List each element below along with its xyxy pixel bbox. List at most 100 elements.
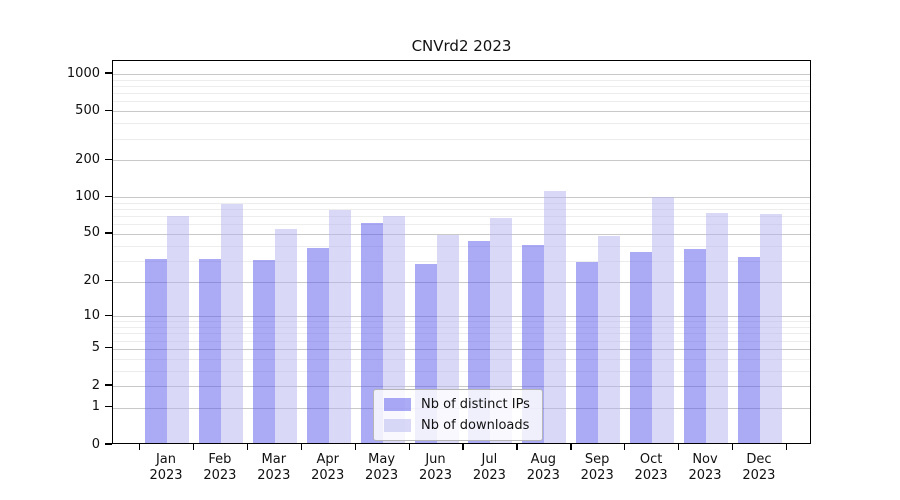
x-tick-year: 2023 xyxy=(580,468,614,483)
x-tick-month: Jun xyxy=(425,452,446,467)
x-tick-month: Apr xyxy=(316,452,339,467)
y-tick-mark xyxy=(105,195,112,197)
x-tick-label: May 2023 xyxy=(352,452,412,484)
x-tick-month: Jan xyxy=(155,452,177,467)
y-tick-mark xyxy=(105,72,112,74)
y-minor-gridline xyxy=(113,79,810,81)
x-tick-year: 2023 xyxy=(634,468,668,483)
x-tick-mark xyxy=(570,444,572,450)
bar-downloads-jan xyxy=(167,216,189,443)
x-tick-mark xyxy=(678,444,680,450)
x-tick-label: Oct 2023 xyxy=(621,452,681,484)
y-minor-gridline xyxy=(113,86,810,88)
x-tick-label: Apr 2023 xyxy=(298,452,358,484)
x-tick-label: Mar 2023 xyxy=(244,452,304,484)
legend-swatch-downloads xyxy=(384,419,411,432)
x-tick-month: May xyxy=(368,452,396,467)
x-tick-month: Aug xyxy=(530,452,556,467)
chart-title: CNVrd2 2023 xyxy=(411,37,512,55)
y-tick-label: 50 xyxy=(83,225,100,241)
y-tick-mark xyxy=(105,232,112,234)
bar-downloads-oct xyxy=(652,196,675,443)
y-tick-mark xyxy=(105,443,112,445)
y-tick-mark xyxy=(105,158,112,160)
y-minor-gridline xyxy=(113,101,810,103)
bar-downloads-apr xyxy=(328,209,351,443)
bar-distinct-ips-mar xyxy=(252,260,275,443)
bar-downloads-dec xyxy=(759,214,782,443)
bar-distinct-ips-oct xyxy=(630,252,653,443)
y-minor-gridline xyxy=(113,340,810,342)
y-tick-label: 20 xyxy=(83,273,100,289)
y-tick-mark xyxy=(105,406,112,408)
x-tick-year: 2023 xyxy=(472,468,506,483)
y-tick-mark xyxy=(105,384,112,386)
y-minor-gridline xyxy=(113,321,810,323)
bar-distinct-ips-sep xyxy=(576,262,599,443)
legend-label-distinct-ips: Nb of distinct IPs xyxy=(421,397,530,412)
y-tick-label: 100 xyxy=(75,188,100,204)
y-minor-gridline xyxy=(113,327,810,329)
x-tick-month: Mar xyxy=(261,452,287,467)
x-tick-month: Jul xyxy=(481,452,498,467)
x-tick-year: 2023 xyxy=(149,468,183,483)
y-tick-label: 10 xyxy=(83,307,100,323)
y-tick-mark xyxy=(105,347,112,349)
bar-downloads-may xyxy=(382,215,405,443)
y-tick-mark xyxy=(105,109,112,111)
y-major-gridline xyxy=(113,233,810,235)
x-tick-year: 2023 xyxy=(203,468,237,483)
y-tick-label: 1000 xyxy=(66,65,100,81)
y-minor-gridline xyxy=(113,333,810,335)
x-tick-month: Feb xyxy=(208,452,232,467)
x-tick-year: 2023 xyxy=(742,468,776,483)
y-tick-mark xyxy=(105,279,112,282)
x-tick-mark xyxy=(139,444,141,450)
y-minor-gridline xyxy=(113,209,810,211)
x-tick-mark xyxy=(624,444,626,450)
legend-item-distinct-ips: Nb of distinct IPs xyxy=(384,397,530,412)
y-tick-label: 1 xyxy=(91,399,100,415)
x-tick-mark xyxy=(731,444,734,450)
x-tick-label: Dec 2023 xyxy=(729,452,789,484)
bar-distinct-ips-may xyxy=(360,223,383,443)
y-major-gridline xyxy=(113,386,810,388)
x-tick-year: 2023 xyxy=(257,468,291,483)
y-major-gridline xyxy=(113,348,810,350)
y-minor-gridline xyxy=(113,93,810,95)
bar-downloads-sep xyxy=(598,236,621,443)
y-minor-gridline xyxy=(113,216,810,218)
x-tick-month: Nov xyxy=(692,452,718,467)
bar-distinct-ips-dec xyxy=(737,256,760,443)
x-tick-label: Jan 2023 xyxy=(136,452,196,484)
x-tick-label: Nov 2023 xyxy=(675,452,735,484)
x-tick-mark xyxy=(785,444,788,450)
y-minor-gridline xyxy=(113,123,810,125)
y-tick-mark xyxy=(105,314,112,316)
legend-item-downloads: Nb of downloads xyxy=(384,418,530,433)
x-tick-mark xyxy=(516,444,518,450)
x-tick-mark xyxy=(246,444,249,450)
bar-distinct-ips-feb xyxy=(198,258,221,443)
x-tick-year: 2023 xyxy=(688,468,722,483)
y-tick-label: 0 xyxy=(91,436,100,452)
x-tick-year: 2023 xyxy=(365,468,399,483)
x-tick-mark xyxy=(300,444,303,450)
y-tick-label: 2 xyxy=(91,377,100,393)
x-tick-month: Sep xyxy=(584,452,610,467)
x-tick-label: Jul 2023 xyxy=(459,452,519,484)
y-minor-gridline xyxy=(113,245,810,247)
y-minor-gridline xyxy=(113,202,810,204)
y-major-gridline xyxy=(113,160,810,162)
bar-distinct-ips-apr xyxy=(306,247,329,443)
y-minor-gridline xyxy=(113,224,810,226)
legend: Nb of distinct IPs Nb of downloads xyxy=(373,389,543,441)
y-major-gridline xyxy=(113,111,810,113)
x-tick-mark xyxy=(354,444,356,450)
y-minor-gridline xyxy=(113,260,810,262)
y-tick-label: 5 xyxy=(91,340,100,356)
x-tick-label: Feb 2023 xyxy=(190,452,250,484)
x-tick-mark xyxy=(462,444,464,450)
y-minor-gridline xyxy=(113,358,810,360)
